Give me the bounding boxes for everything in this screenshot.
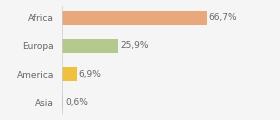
Text: 0,6%: 0,6% [65,98,88,107]
Text: 25,9%: 25,9% [120,42,149,51]
Bar [62,95,63,109]
Text: 6,9%: 6,9% [79,69,102,78]
Bar [62,67,77,81]
Bar [62,39,118,53]
Bar [62,11,207,25]
Text: 66,7%: 66,7% [209,13,237,22]
